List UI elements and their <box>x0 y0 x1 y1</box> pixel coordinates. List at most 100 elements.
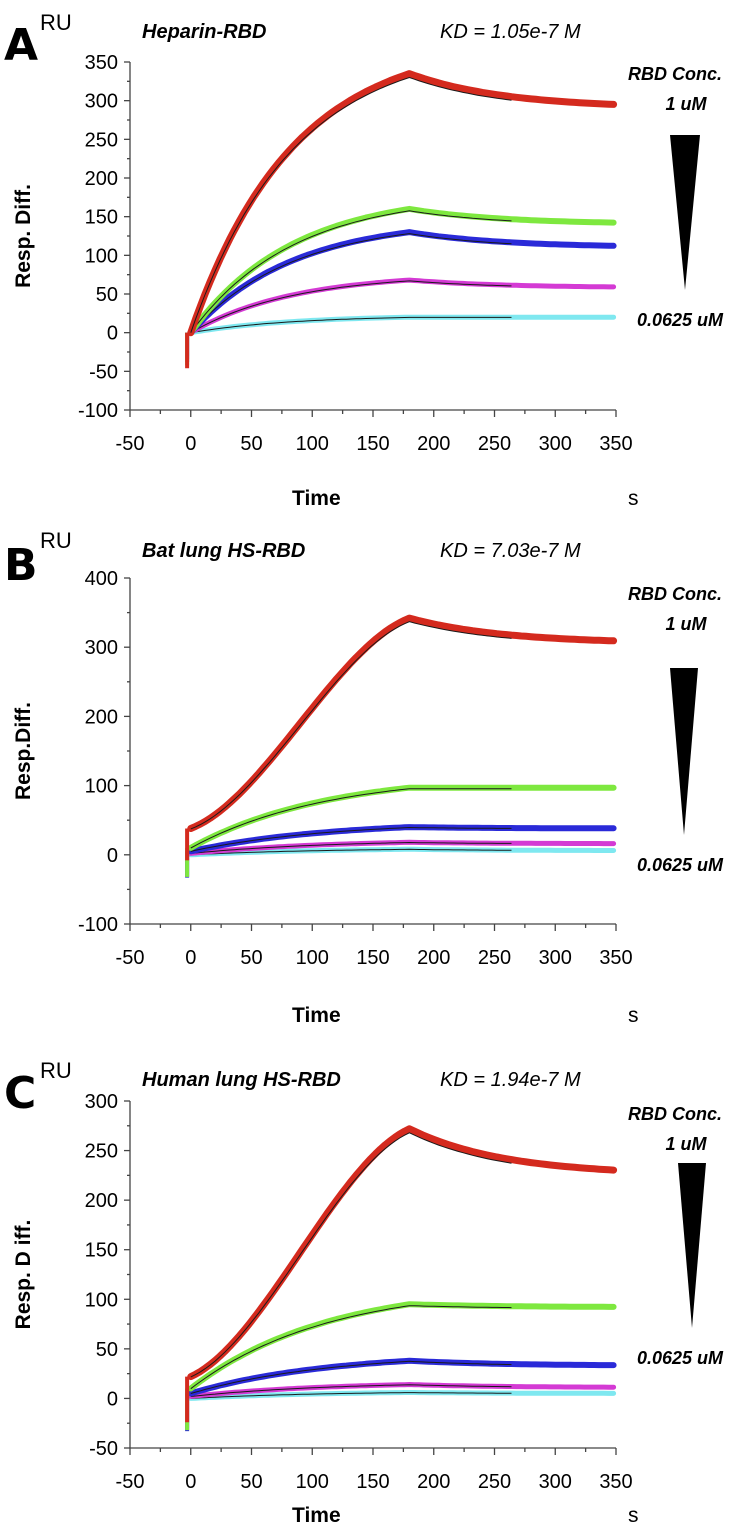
y-tick-label: -100 <box>78 400 118 422</box>
chart-panel-c: C RU Human lung HS-RBD KD = 1.94e-7 M 300 250… <box>4 1058 724 1527</box>
y-tick-label: 100 <box>85 776 118 798</box>
x-tick-label: 0 <box>185 1471 196 1493</box>
x-tick-label: 150 <box>356 433 389 455</box>
chart-title: Bat lung HS-RBD <box>142 540 305 562</box>
y-tick-label: 50 <box>96 1339 118 1361</box>
legend-title: RBD Conc. <box>628 64 722 84</box>
y-tick-label: 400 <box>85 568 118 590</box>
fit-line <box>190 76 512 333</box>
y-tick-label: -100 <box>78 914 118 936</box>
x-tick-label: 200 <box>417 433 450 455</box>
x-tick-label: 250 <box>478 947 511 969</box>
fit-line <box>190 788 512 849</box>
y-tick-label: 0 <box>107 1388 118 1410</box>
y-tick-label: 300 <box>85 1091 118 1113</box>
y-axis-label: Resp.Diff. <box>12 702 35 800</box>
x-tick-label: 150 <box>356 1471 389 1493</box>
fit-line <box>190 826 512 852</box>
kd-value: KD = 1.94e-7 M <box>440 1069 581 1091</box>
y-tick-label: 100 <box>85 245 118 267</box>
kd-value: KD = 7.03e-7 M <box>440 540 581 562</box>
y-tick-label: 150 <box>85 1240 118 1262</box>
fit-line <box>190 280 512 334</box>
x-tick-label: 50 <box>240 433 262 455</box>
x-tick-label: 0 <box>185 433 196 455</box>
x-unit-label: s <box>628 1504 639 1527</box>
y-tick-label: 100 <box>85 1289 118 1311</box>
x-unit-label: s <box>628 487 639 510</box>
panel-letter: A <box>4 20 38 71</box>
fit-line <box>190 848 512 856</box>
fit-line <box>190 621 512 830</box>
x-tick-label: 0 <box>185 947 196 969</box>
concentration-wedge <box>670 135 700 290</box>
fit-line <box>190 210 512 333</box>
legend-title: RBD Conc. <box>628 1104 722 1124</box>
x-tick-label: -50 <box>116 947 145 969</box>
x-tick-label: 350 <box>599 1471 632 1493</box>
x-tick-label: 50 <box>240 1471 262 1493</box>
legend-low-conc: 0.0625 uM <box>637 1348 724 1368</box>
fit-line <box>190 1392 512 1399</box>
chart-panel-b: B RU Bat lung HS-RBD KD = 7.03e-7 M 400 300 20… <box>4 528 724 1027</box>
y-tick-label: 350 <box>85 52 118 74</box>
y-tick-label: 50 <box>96 284 118 306</box>
legend-title: RBD Conc. <box>628 584 722 604</box>
y-tick-label: 0 <box>107 323 118 345</box>
y-tick-label: -50 <box>89 361 118 383</box>
series-line <box>187 614 618 832</box>
x-tick-label: 100 <box>296 433 329 455</box>
x-unit-label: s <box>628 1004 639 1027</box>
x-axis-label: Time <box>292 1004 341 1027</box>
legend-low-conc: 0.0625 uM <box>637 310 724 330</box>
series-line <box>187 1125 618 1381</box>
x-tick-label: 100 <box>296 947 329 969</box>
fit-line <box>190 1384 512 1397</box>
x-tick-label: 250 <box>478 433 511 455</box>
x-tick-label: -50 <box>116 433 145 455</box>
legend-low-conc: 0.0625 uM <box>637 855 724 875</box>
legend-high-conc: 1 uM <box>665 94 707 114</box>
x-tick-label: 200 <box>417 1471 450 1493</box>
panel-letter: B <box>4 540 38 591</box>
legend-high-conc: 1 uM <box>665 614 707 634</box>
y-tick-label: 0 <box>107 845 118 867</box>
x-tick-label: 300 <box>539 1471 572 1493</box>
y-tick-label: 150 <box>85 207 118 229</box>
x-tick-label: 250 <box>478 1471 511 1493</box>
legend-high-conc: 1 uM <box>665 1134 707 1154</box>
x-tick-label: 300 <box>539 433 572 455</box>
series-line <box>187 205 617 336</box>
chart-title: Heparin-RBD <box>142 21 266 43</box>
concentration-wedge <box>678 1163 706 1328</box>
fit-line <box>190 1132 512 1378</box>
fit-line <box>190 233 512 334</box>
x-tick-label: 350 <box>599 433 632 455</box>
y-tick-label: -50 <box>89 1438 118 1460</box>
x-tick-label: -50 <box>116 1471 145 1493</box>
y-tick-label: 250 <box>85 129 118 151</box>
concentration-wedge <box>670 668 698 835</box>
y-axis-label: Resp. Diff. <box>12 184 35 288</box>
chart-title: Human lung HS-RBD <box>142 1069 341 1091</box>
y-tick-label: 300 <box>85 91 118 113</box>
series-line <box>187 229 617 336</box>
kd-value: KD = 1.05e-7 M <box>440 21 581 43</box>
y-axis-label: Resp. D iff. <box>12 1220 35 1330</box>
y-tick-label: 200 <box>85 1190 118 1212</box>
y-unit-label: RU <box>40 528 72 553</box>
series-line <box>187 1301 617 1392</box>
x-axis-label: Time <box>292 487 341 510</box>
panel-letter: C <box>4 1068 36 1119</box>
y-unit-label: RU <box>40 1058 72 1083</box>
x-tick-label: 150 <box>356 947 389 969</box>
y-unit-label: RU <box>40 10 72 35</box>
y-tick-label: 250 <box>85 1141 118 1163</box>
x-axis-label: Time <box>292 1504 341 1527</box>
fit-line <box>190 1305 512 1390</box>
y-tick-label: 200 <box>85 168 118 190</box>
fit-line <box>190 841 512 854</box>
series-line <box>187 70 618 337</box>
x-tick-label: 100 <box>296 1471 329 1493</box>
